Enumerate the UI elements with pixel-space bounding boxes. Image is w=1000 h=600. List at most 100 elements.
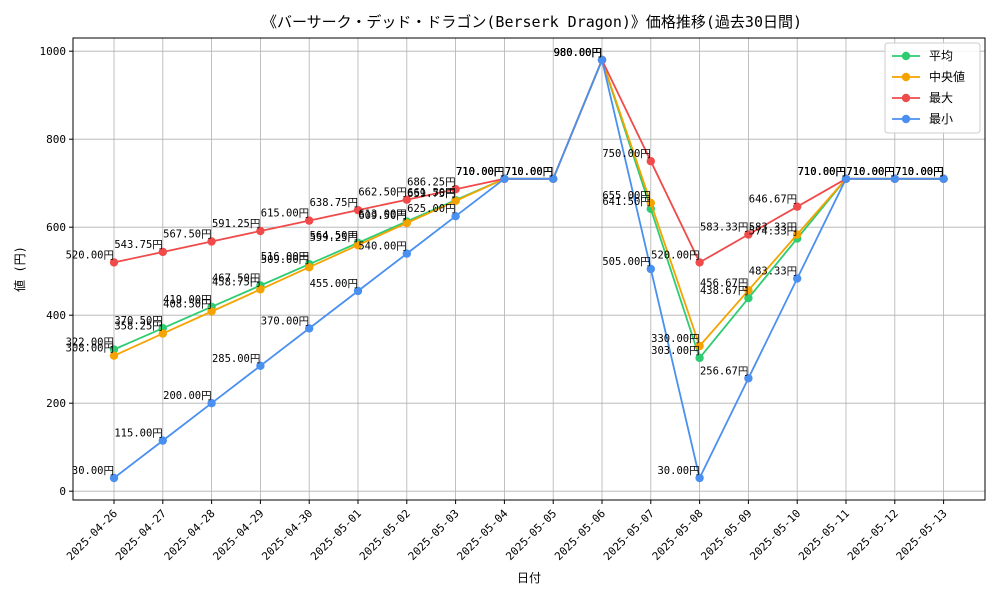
data-label: 564.50円	[310, 230, 358, 242]
data-label: 520.00円	[651, 249, 699, 261]
data-label: 710.00円	[895, 166, 943, 178]
data-label: 591.25円	[212, 218, 260, 230]
data-label: 543.75円	[114, 239, 162, 251]
data-point	[793, 230, 802, 239]
data-label: 303.00円	[651, 345, 699, 357]
data-point	[597, 55, 607, 65]
data-label: 520.00円	[66, 249, 114, 261]
legend-entry: 最小	[929, 112, 953, 126]
series-layer	[109, 55, 948, 483]
x-tick-label: 2025-05-11	[796, 507, 852, 563]
data-label: 609.50円	[358, 210, 406, 222]
data-label: 710.00円	[846, 166, 894, 178]
data-point	[646, 157, 655, 166]
plot-area	[72, 37, 986, 501]
data-point	[695, 353, 704, 363]
data-label: 438.67円	[700, 285, 748, 297]
x-tick-label: 2025-04-28	[162, 507, 218, 563]
data-label: 200.00円	[163, 390, 211, 402]
data-label: 710.00円	[895, 166, 943, 178]
data-label: 638.75円	[310, 197, 358, 209]
data-point	[353, 286, 363, 296]
data-point	[402, 218, 411, 228]
x-tick-label: 2025-05-01	[308, 507, 364, 563]
data-label: 710.00円	[505, 166, 553, 178]
data-point	[451, 212, 460, 221]
data-label: 710.00円	[505, 166, 553, 178]
data-label: 659.75円	[407, 188, 455, 200]
data-label: 980.00円	[554, 47, 602, 59]
x-tick-label: 2025-05-03	[406, 507, 462, 563]
data-label: 467.50円	[212, 273, 260, 285]
data-point	[256, 285, 265, 294]
data-point	[109, 258, 119, 267]
data-point	[695, 473, 704, 483]
data-label: 615.00円	[261, 208, 309, 220]
data-label: 358.25円	[114, 321, 162, 333]
data-point	[109, 345, 119, 354]
data-label: 370.50円	[114, 315, 162, 327]
data-point	[451, 196, 460, 206]
data-label: 285.00円	[212, 353, 260, 365]
data-point	[695, 341, 704, 351]
data-label: 455.00円	[310, 278, 358, 290]
data-label: 322.00円	[66, 337, 114, 349]
data-label: 710.00円	[456, 166, 504, 178]
data-point	[793, 274, 802, 283]
legend-entry: 中央値	[929, 69, 965, 84]
x-tick-label: 2025-05-05	[503, 507, 559, 563]
data-label: 408.50円	[163, 298, 211, 310]
data-label: 710.00円	[456, 166, 504, 178]
data-label: 308.00円	[66, 343, 114, 355]
data-point	[109, 473, 119, 483]
data-label: 710.00円	[505, 166, 553, 178]
data-point	[109, 351, 119, 360]
x-tick-label: 2025-04-27	[113, 507, 169, 563]
data-point	[402, 195, 411, 204]
data-label: 419.00円	[163, 294, 211, 306]
data-point	[695, 258, 704, 267]
data-point	[744, 374, 753, 383]
data-point	[158, 247, 167, 257]
data-label: 710.00円	[798, 166, 846, 178]
data-point	[451, 185, 460, 194]
grid	[73, 38, 985, 500]
data-point	[305, 216, 314, 225]
data-label: 750.00円	[602, 148, 650, 160]
data-label: 710.00円	[846, 166, 894, 178]
data-label: 583.33円	[749, 222, 797, 234]
x-tick-label: 2025-05-04	[454, 507, 510, 563]
chart-title: 《バーサーク・デッド・ドラゴン(Berserk Dragon)》価格推移(過去3…	[262, 13, 802, 31]
data-point	[256, 226, 265, 236]
data-point	[207, 399, 216, 408]
data-point	[500, 174, 509, 183]
x-tick-label: 2025-05-12	[845, 507, 901, 563]
data-label: 30.00円	[72, 465, 114, 477]
data-label: 458.75円	[212, 276, 260, 288]
x-tick-label: 2025-05-10	[747, 507, 803, 563]
data-point	[744, 286, 753, 295]
data-point	[646, 264, 655, 274]
data-label: 710.00円	[846, 166, 894, 178]
data-point	[158, 329, 167, 338]
data-label: 516.00円	[261, 251, 309, 263]
data-label: 30.00円	[657, 465, 699, 477]
data-point	[353, 205, 363, 215]
legend-box	[884, 42, 981, 134]
x-tick-label: 2025-04-26	[64, 507, 120, 563]
data-label: 567.50円	[163, 229, 211, 241]
data-label: 980.00円	[554, 47, 602, 59]
data-label: 980.00円	[554, 47, 602, 59]
y-tick-label: 0	[59, 485, 66, 498]
data-label: 583.33円	[700, 222, 748, 234]
legend-marker	[901, 114, 911, 124]
data-point	[158, 436, 167, 445]
legend-entry: 平均	[929, 49, 953, 63]
series-line	[113, 59, 944, 479]
y-axis-label: 値 (円)	[12, 246, 27, 292]
data-label: 686.25円	[407, 176, 455, 188]
x-tick-label: 2025-05-09	[698, 507, 754, 563]
legend-entry: 最大	[929, 91, 953, 105]
